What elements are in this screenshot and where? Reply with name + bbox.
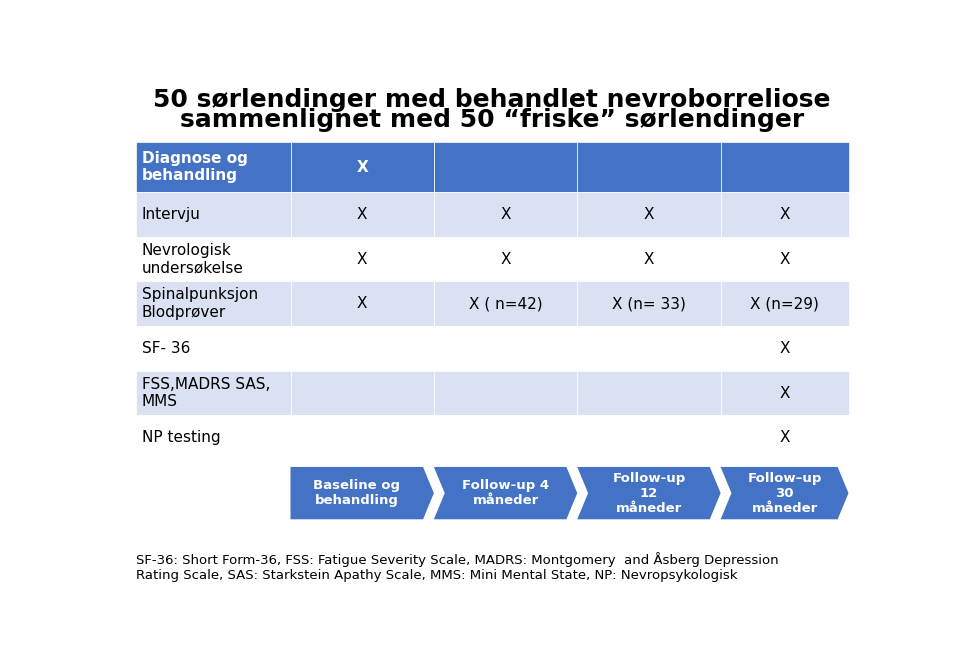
Text: 50 sørlendinger med behandlet nevroborreliose: 50 sørlendinger med behandlet nevroborre…	[154, 88, 830, 112]
Bar	[721, 192, 849, 237]
Polygon shape	[577, 467, 721, 519]
Bar	[577, 142, 721, 192]
Bar	[291, 142, 434, 192]
Text: Nevrologisk
undersøkelse: Nevrologisk undersøkelse	[142, 243, 244, 275]
Text: Follow-up 4
måneder: Follow-up 4 måneder	[462, 479, 549, 507]
Bar	[434, 371, 577, 415]
Text: SF- 36: SF- 36	[142, 341, 190, 356]
Text: X: X	[780, 430, 790, 445]
Bar	[577, 281, 721, 326]
Text: Follow-up
12
måneder: Follow-up 12 måneder	[612, 472, 685, 515]
Text: X ( n=42): X ( n=42)	[468, 296, 542, 311]
Polygon shape	[434, 467, 577, 519]
Bar	[721, 237, 849, 281]
Bar	[577, 192, 721, 237]
Text: Spinalpunksjon
Blodprøver: Spinalpunksjon Blodprøver	[142, 287, 258, 320]
Bar	[135, 281, 291, 326]
Bar	[577, 415, 721, 460]
Bar	[721, 326, 849, 371]
Bar	[135, 192, 291, 237]
Polygon shape	[291, 467, 434, 519]
Text: X: X	[780, 251, 790, 267]
Bar	[577, 237, 721, 281]
Bar	[291, 281, 434, 326]
Text: Follow–up
30
måneder: Follow–up 30 måneder	[748, 472, 822, 515]
Text: X: X	[357, 251, 368, 267]
Text: FSS,MADRS SAS,
MMS: FSS,MADRS SAS, MMS	[142, 377, 270, 409]
Text: X: X	[780, 207, 790, 222]
Text: Intervju: Intervju	[142, 207, 201, 222]
Bar	[434, 237, 577, 281]
Text: X: X	[500, 251, 511, 267]
Text: X: X	[500, 207, 511, 222]
Bar	[135, 142, 291, 192]
Bar	[135, 415, 291, 460]
Bar	[434, 192, 577, 237]
Bar	[721, 415, 849, 460]
Text: X (n=29): X (n=29)	[750, 296, 819, 311]
Bar	[434, 326, 577, 371]
Bar	[291, 192, 434, 237]
Text: NP testing: NP testing	[142, 430, 221, 445]
Text: X: X	[780, 341, 790, 356]
Text: SF-36: Short Form-36, FSS: Fatigue Severity Scale, MADRS: Montgomery  and Åsberg: SF-36: Short Form-36, FSS: Fatigue Sever…	[135, 552, 779, 582]
Bar	[135, 326, 291, 371]
Text: X: X	[357, 296, 368, 311]
Text: X (n= 33): X (n= 33)	[612, 296, 685, 311]
Bar	[434, 281, 577, 326]
Text: Baseline og
behandling: Baseline og behandling	[313, 479, 400, 507]
Text: X: X	[644, 207, 654, 222]
Bar	[291, 237, 434, 281]
Bar	[721, 142, 849, 192]
Bar	[434, 415, 577, 460]
Bar	[291, 371, 434, 415]
Text: X: X	[357, 207, 368, 222]
Bar	[434, 142, 577, 192]
Bar	[135, 237, 291, 281]
Text: X: X	[644, 251, 654, 267]
Bar	[721, 281, 849, 326]
Text: X: X	[356, 159, 368, 174]
Polygon shape	[721, 467, 849, 519]
Bar	[577, 371, 721, 415]
Bar	[291, 326, 434, 371]
Bar	[721, 371, 849, 415]
Text: X: X	[780, 385, 790, 401]
Bar	[291, 415, 434, 460]
Bar	[577, 326, 721, 371]
Bar	[135, 371, 291, 415]
Text: Diagnose og
behandling: Diagnose og behandling	[142, 151, 248, 183]
Text: sammenlignet med 50 “friske” sørlendinger: sammenlignet med 50 “friske” sørlendinge…	[180, 109, 804, 133]
